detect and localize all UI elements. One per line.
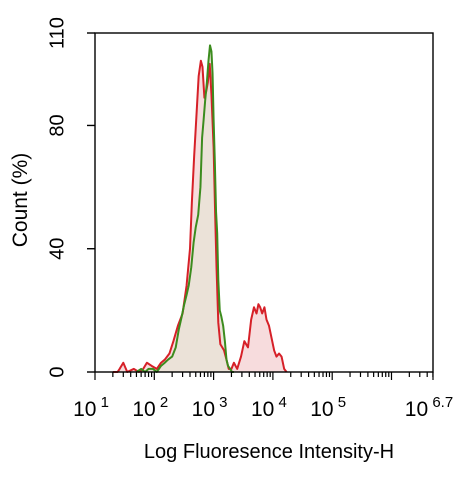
x-tick-label: 10 6.7: [405, 394, 453, 421]
y-tick-label: 110: [46, 17, 68, 49]
plot-area: [112, 44, 288, 373]
axes: 0 40 80 110 10 1 10 2 10 3 10 4 10 5 10 6.7: [46, 17, 453, 421]
y-tick-label: 80: [46, 114, 68, 136]
y-tick-label: 0: [46, 366, 68, 377]
x-axis-label: Log Fluoresence Intensity-H: [144, 441, 394, 463]
x-tick-label: 10 5: [310, 394, 346, 421]
y-tick-label: 40: [46, 238, 68, 260]
x-tick-label: 10 3: [192, 394, 228, 421]
x-tick-label: 10 1: [73, 394, 109, 421]
series-2-fill: [136, 45, 234, 372]
series-2-line: [135, 44, 234, 373]
y-axis-label: Count (%): [9, 153, 32, 248]
x-tick-label: 10 4: [251, 394, 287, 421]
x-tick-label: 10 2: [132, 394, 168, 421]
